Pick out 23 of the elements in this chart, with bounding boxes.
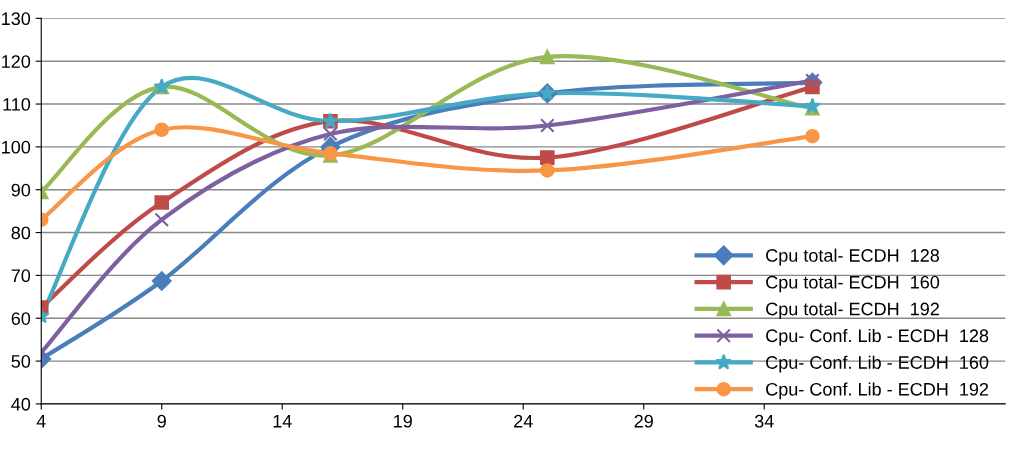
y-tick-label: 110 <box>3 97 31 111</box>
x-tick-label: 4 <box>36 415 46 428</box>
legend-label: Cpu total- ECDH 128 <box>766 248 940 266</box>
y-tick-label: 120 <box>2 55 31 68</box>
legend-label: Cpu- Conf. Lib - ECDH 160 <box>766 355 989 373</box>
x-tick-label: 9 <box>157 414 166 428</box>
legend-label: Cpu total- ECDH 160 <box>766 275 940 293</box>
legend-label: Cpu total- ECDH 192 <box>766 302 939 319</box>
x-tick-label: 24 <box>514 414 533 428</box>
y-tick-label: 70 <box>11 269 31 283</box>
x-tick-label: 29 <box>634 414 653 428</box>
legend-label: Cpu- Conf. Lib - ECDH 128 <box>766 328 989 346</box>
x-tick-label: 34 <box>754 414 774 428</box>
x-tick-label: 19 <box>394 414 412 428</box>
y-tick-label: 100 <box>2 140 31 154</box>
y-tick-label: 130 <box>2 12 31 26</box>
y-tick-label: 50 <box>11 355 31 368</box>
y-tick-label: 60 <box>11 312 31 325</box>
legend-label: Cpu- Conf. Lib - ECDH 192 <box>766 382 989 400</box>
y-tick-label: 80 <box>11 226 31 240</box>
y-tick-label: 40 <box>11 397 31 411</box>
x-tick-label: 14 <box>273 415 292 428</box>
y-tick-label: 90 <box>11 183 31 197</box>
